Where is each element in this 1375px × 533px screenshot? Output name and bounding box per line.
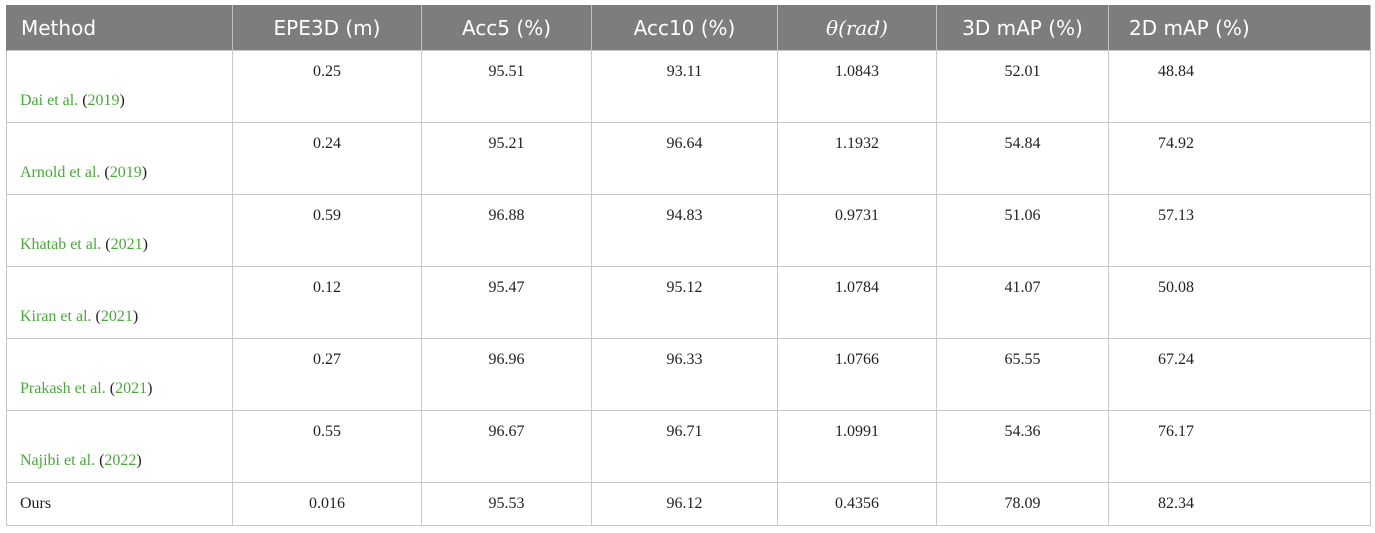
citation-paren-close: ) <box>136 452 142 469</box>
epe3d-cell: 0.59 <box>232 194 422 267</box>
acc5-cell: 95.51 <box>421 50 592 123</box>
acc10-cell: 93.11 <box>591 50 778 123</box>
method-cell: Arnold et al. (2019) <box>6 122 233 195</box>
citation-year-link[interactable]: 2022 <box>104 452 137 469</box>
acc5-cell: 96.67 <box>421 410 592 483</box>
epe3d-cell: 0.016 <box>232 482 422 526</box>
citation-paren-close: ) <box>132 308 139 325</box>
acc5-cell: 95.53 <box>421 482 592 526</box>
results-table: Method EPE3D (m) Acc5 (%) Acc10 (%) θ(ra… <box>6 5 1371 526</box>
citation-author-link[interactable]: Dai et al. <box>20 92 79 109</box>
citation-year-link[interactable]: 2021 <box>110 236 143 253</box>
table-row: Prakash et al. (2021) 0.27 96.96 96.33 1… <box>6 338 1371 411</box>
header-method: Method <box>6 5 233 51</box>
citation-year-link[interactable]: 2021 <box>100 308 133 325</box>
acc10-cell: 96.71 <box>591 410 778 483</box>
citation-paren-close: ) <box>119 92 125 109</box>
map2d-cell: 48.84 <box>1108 50 1371 123</box>
header-acc5: Acc5 (%) <box>421 5 592 51</box>
citation-paren-open: ( <box>105 236 111 253</box>
citation-paren-close: ) <box>147 380 153 397</box>
map2d-cell: 82.34 <box>1108 482 1371 526</box>
citation-paren-close: ) <box>142 236 148 253</box>
map3d-cell: 41.07 <box>936 266 1109 339</box>
acc5-cell: 95.21 <box>421 122 592 195</box>
epe3d-cell: 0.55 <box>232 410 422 483</box>
citation-paren-open: ( <box>99 452 105 469</box>
map2d-cell: 67.24 <box>1108 338 1371 411</box>
map3d-cell: 65.55 <box>936 338 1109 411</box>
table-row: Kiran et al. (2021) 0.12 95.47 95.12 1.0… <box>6 266 1371 339</box>
citation-author-link[interactable]: Arnold et al. <box>20 164 101 181</box>
results-table-container: Method EPE3D (m) Acc5 (%) Acc10 (%) θ(ra… <box>6 5 1371 526</box>
method-cell: Prakash et al. (2021) <box>6 338 233 411</box>
acc10-cell: 96.64 <box>591 122 778 195</box>
method-cell: Dai et al. (2019) <box>6 50 233 123</box>
acc5-cell: 96.96 <box>421 338 592 411</box>
map2d-cell: 57.13 <box>1108 194 1371 267</box>
citation-year-link[interactable]: 2019 <box>109 164 142 181</box>
citation-paren-open: ( <box>109 380 116 397</box>
header-3d-map: 3D mAP (%) <box>936 5 1109 51</box>
citation-paren-open: ( <box>104 164 110 181</box>
method-cell: Kiran et al. (2021) <box>6 266 233 339</box>
map2d-cell: 50.08 <box>1108 266 1371 339</box>
map3d-cell: 78.09 <box>936 482 1109 526</box>
citation-paren-open: ( <box>82 92 88 109</box>
table-header-row: Method EPE3D (m) Acc5 (%) Acc10 (%) θ(ra… <box>6 5 1371 51</box>
citation-author-link[interactable]: Kiran et al. <box>20 308 92 325</box>
epe3d-cell: 0.27 <box>232 338 422 411</box>
map2d-cell: 76.17 <box>1108 410 1371 483</box>
theta-cell: 1.0843 <box>777 50 937 123</box>
header-epe3d: EPE3D (m) <box>232 5 422 51</box>
epe3d-cell: 0.24 <box>232 122 422 195</box>
map3d-cell: 51.06 <box>936 194 1109 267</box>
table-row: Dai et al. (2019) 0.25 95.51 93.11 1.084… <box>6 50 1371 123</box>
acc10-cell: 95.12 <box>591 266 778 339</box>
theta-cell: 0.4356 <box>777 482 937 526</box>
method-cell: Khatab et al. (2021) <box>6 194 233 267</box>
theta-cell: 0.9731 <box>777 194 937 267</box>
acc10-cell: 94.83 <box>591 194 778 267</box>
citation-year-link[interactable]: 2019 <box>87 92 120 109</box>
map3d-cell: 54.84 <box>936 122 1109 195</box>
theta-cell: 1.1932 <box>777 122 937 195</box>
epe3d-cell: 0.12 <box>232 266 422 339</box>
theta-cell: 1.0784 <box>777 266 937 339</box>
header-acc10: Acc10 (%) <box>591 5 778 51</box>
citation-paren-close: ) <box>141 164 148 181</box>
table-row: Najibi et al. (2022) 0.55 96.67 96.71 1.… <box>6 410 1371 483</box>
table-row: Khatab et al. (2021) 0.59 96.88 94.83 0.… <box>6 194 1371 267</box>
citation-author-link[interactable]: Khatab et al. <box>20 236 102 253</box>
citation-paren-open: ( <box>95 308 101 325</box>
citation-author-link[interactable]: Prakash et al. <box>20 380 106 397</box>
table-row-ours: Ours 0.016 95.53 96.12 0.4356 78.09 82.3… <box>6 482 1371 526</box>
header-theta: θ(rad) <box>777 5 937 51</box>
header-theta-label: θ(rad) <box>826 15 888 40</box>
epe3d-cell: 0.25 <box>232 50 422 123</box>
citation-year-link[interactable]: 2021 <box>115 380 148 397</box>
acc10-cell: 96.33 <box>591 338 778 411</box>
map3d-cell: 52.01 <box>936 50 1109 123</box>
citation-author-link[interactable]: Najibi et al. <box>20 452 96 469</box>
theta-cell: 1.0991 <box>777 410 937 483</box>
table-row: Arnold et al. (2019) 0.24 95.21 96.64 1.… <box>6 122 1371 195</box>
acc5-cell: 96.88 <box>421 194 592 267</box>
acc10-cell: 96.12 <box>591 482 778 526</box>
method-cell: Najibi et al. (2022) <box>6 410 233 483</box>
method-cell-ours: Ours <box>6 482 233 526</box>
acc5-cell: 95.47 <box>421 266 592 339</box>
header-2d-map: 2D mAP (%) <box>1108 5 1371 51</box>
theta-cell: 1.0766 <box>777 338 937 411</box>
map3d-cell: 54.36 <box>936 410 1109 483</box>
map2d-cell: 74.92 <box>1108 122 1371 195</box>
